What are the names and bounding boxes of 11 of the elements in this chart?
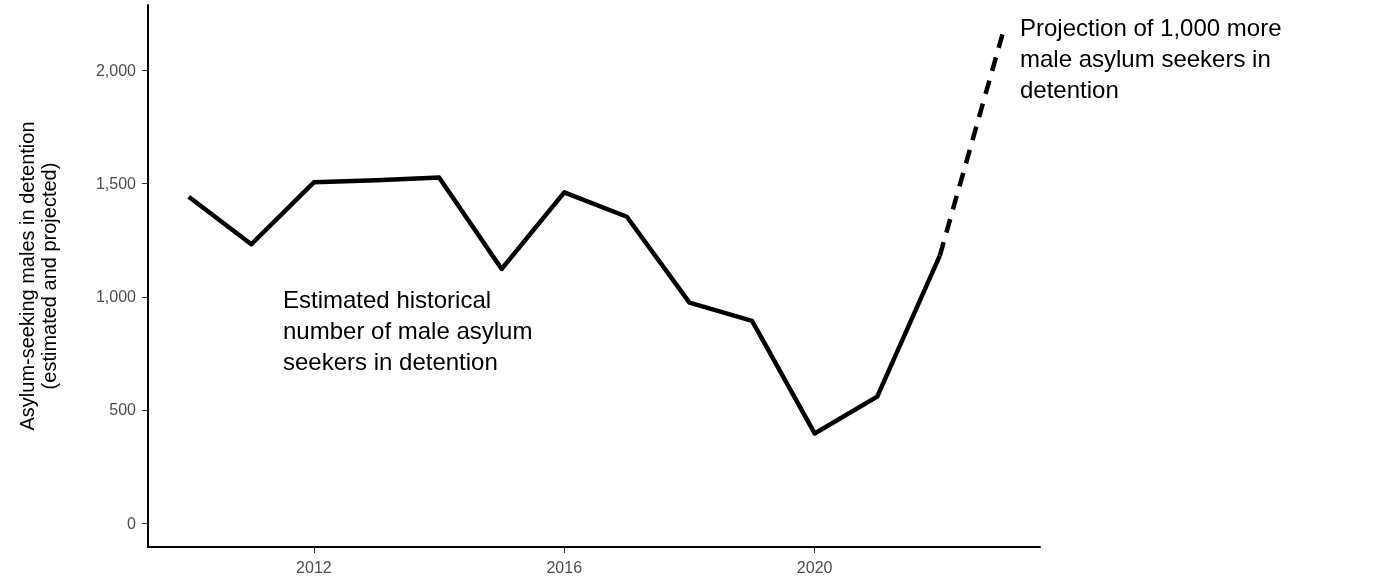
annotation: Projection of 1,000 more male asylum seekers in detention <box>1020 14 1282 103</box>
y-tick-label: 1,500 <box>95 175 137 193</box>
annotation: Estimated historical number of male asylum seekers in detention <box>283 286 533 375</box>
x-tick-label: 2016 <box>546 558 583 576</box>
x-tick-label: 2020 <box>796 558 833 576</box>
y-tick-label: 2,000 <box>95 62 137 80</box>
y-tick-label: 0 <box>127 514 137 532</box>
y-tick-label: 500 <box>109 401 137 419</box>
y-axis-title: Asylum-seeking males in detention (estimated and projected) <box>16 121 60 431</box>
y-tick-label: 1,000 <box>95 288 137 306</box>
x-tick-label: 2012 <box>296 558 332 576</box>
